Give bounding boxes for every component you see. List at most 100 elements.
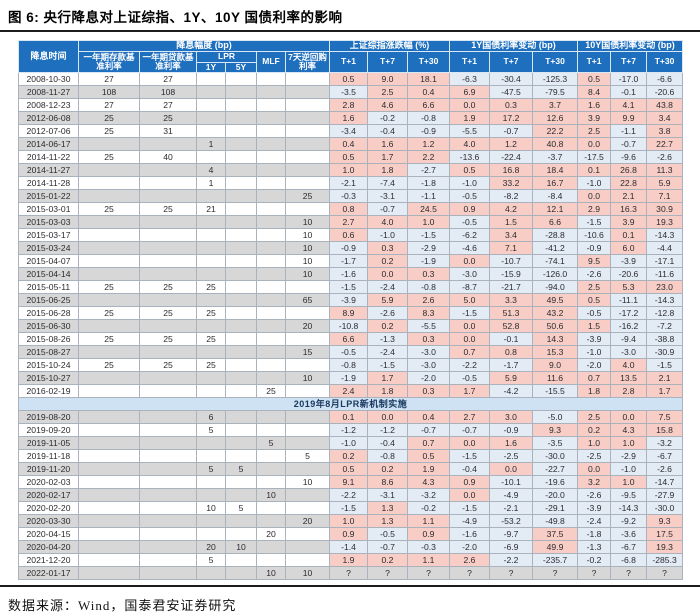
value-cell: ? [329,566,368,580]
header-index-t1: T+1 [329,51,368,73]
cut-bp-cell [285,358,330,372]
value-cell: -30.0 [531,449,579,463]
value-cell: 4.0 [449,137,490,151]
cut-bp-cell [285,436,330,450]
cut-bp-cell: 10 [285,215,330,229]
value-cell: 0.3 [407,384,450,398]
value-cell: 2.5 [577,410,612,424]
value-cell: -1.5 [329,280,368,294]
table-row: 2020-03-30 20 1.0 1.3 1.1 -4.9 -53.2 -49.8 -2.4-… [18,514,684,528]
value-cell: -10.6 [577,228,612,242]
value-cell: 0.3 [489,98,533,112]
value-cell: -1.5 [367,358,408,372]
value-cell: 2.7 [449,410,490,424]
cut-bp-cell [285,527,330,541]
cut-bp-cell [139,462,197,476]
value-cell: 1.6 [489,436,533,450]
value-cell: -3.5 [329,85,368,99]
date-cell: 2019-11-20 [18,462,79,476]
value-cell: -0.9 [407,124,450,138]
value-cell: -29.1 [531,501,579,515]
cut-bp-cell: 25 [78,280,140,294]
value-cell: 49.9 [531,540,579,554]
cut-bp-cell [78,540,140,554]
cut-bp-cell [196,475,226,489]
value-cell: -0.8 [329,358,368,372]
cut-bp-cell [78,501,140,515]
cut-bp-cell [78,384,140,398]
cut-bp-cell [196,267,226,281]
value-cell: -1.2 [329,423,368,437]
cut-bp-cell [139,163,197,177]
value-cell: -1.5 [449,306,490,320]
value-cell: -10.7 [489,254,533,268]
value-cell: 3.8 [646,124,684,138]
value-cell: 0.5 [577,293,612,307]
cut-bp-cell [139,189,197,203]
value-cell: -0.2 [577,553,612,567]
table-row: 2016-02-19 25 2.4 1.8 0.3 1.7 -4.2 -15.5 1.8 2.8 1… [18,384,684,398]
date-cell: 2008-12-23 [18,98,79,112]
value-cell: -3.5 [531,436,579,450]
value-cell: -17.0 [610,72,648,86]
value-cell: -1.0 [449,176,490,190]
date-cell: 2015-04-07 [18,254,79,268]
cut-bp-cell [256,98,286,112]
value-cell: 0.9 [329,527,368,541]
value-cell: 22.8 [610,176,648,190]
value-cell: -0.2 [367,111,408,125]
value-cell: 0.8 [329,202,368,216]
value-cell: -27.9 [646,488,684,502]
cut-bp-cell [196,85,226,99]
value-cell: -2.6 [646,462,684,476]
cut-bp-cell [78,319,140,333]
table-row: 2015-08-27 15 -0.5 -2.4 -3.0 0.7 0.8 15.3 -1.0 -3… [18,345,684,359]
date-cell: 2019-08-20 [18,410,79,424]
value-cell: 0.2 [367,553,408,567]
value-cell: 0.0 [449,332,490,346]
cut-bp-cell: 25 [196,332,226,346]
cut-bp-cell [285,540,330,554]
value-cell: -12.8 [646,306,684,320]
cut-bp-cell [139,176,197,190]
value-cell: 5.0 [449,293,490,307]
value-cell: 0.7 [407,436,450,450]
value-cell: 0.0 [489,462,533,476]
value-cell: -2.6 [577,267,612,281]
cut-bp-cell [78,462,140,476]
cut-bp-cell [139,267,197,281]
value-cell: 50.6 [531,319,579,333]
value-cell: -7.4 [367,176,408,190]
value-cell: 12.1 [531,202,579,216]
cut-bp-cell [256,501,286,515]
value-cell: 1.3 [367,501,408,515]
value-cell: 8.9 [329,306,368,320]
value-cell: -19.6 [531,475,579,489]
cut-bp-cell: 25 [139,280,197,294]
date-cell: 2015-10-24 [18,358,79,372]
value-cell: -2.2 [449,358,490,372]
value-cell: -1.2 [367,423,408,437]
header-bond10y-t1: T+1 [577,51,612,73]
table-header: 降息时间 降息幅度 (bp) 上证综指涨跌幅 (%) 1Y国债利率变动 (bp)… [18,40,684,73]
value-cell: -125.3 [531,72,579,86]
cut-bp-cell [139,488,197,502]
value-cell: -17.1 [646,254,684,268]
table-row: 2015-03-03 10 2.7 4.0 1.0 -0.5 1.5 6.6 -1.5 3.9 19… [18,215,684,229]
value-cell: 0.6 [329,228,368,242]
value-cell: 43.2 [531,306,579,320]
value-cell: 1.3 [367,514,408,528]
cut-bp-cell [285,176,330,190]
value-cell: -2.0 [449,540,490,554]
cut-bp-cell [256,72,286,86]
cut-bp-cell [78,566,140,580]
cut-bp-cell [225,254,257,268]
cut-bp-cell [78,449,140,463]
value-cell: 0.0 [449,98,490,112]
value-cell: -1.8 [407,176,450,190]
cut-bp-cell [225,319,257,333]
cut-bp-cell: 1 [196,137,226,151]
value-cell: 4.0 [610,358,648,372]
table-wrap: 降息时间 降息幅度 (bp) 上证综指涨跌幅 (%) 1Y国债利率变动 (bp)… [0,32,700,585]
table-row: 2015-05-11 25 25 25 -1.5 -2.4 -0.8 -8.7 -21.7 -94… [18,280,684,294]
